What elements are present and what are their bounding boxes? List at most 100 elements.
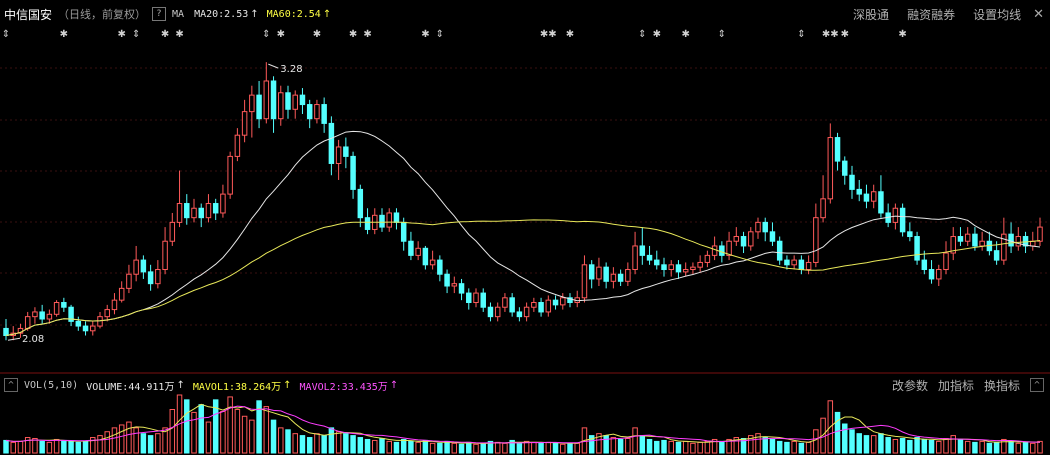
volume-bar xyxy=(928,439,935,454)
candle-body xyxy=(126,273,132,289)
volume-bar xyxy=(249,419,255,454)
candle-body xyxy=(24,316,31,329)
volume-bar xyxy=(682,440,689,454)
volume-bar xyxy=(487,440,494,454)
candle-body xyxy=(118,287,125,301)
candle-body xyxy=(581,264,588,299)
volume-bar xyxy=(32,438,38,454)
volume-bar xyxy=(748,435,754,454)
candle-body xyxy=(270,80,277,120)
candle-body xyxy=(386,212,392,228)
candle-body xyxy=(241,111,248,136)
candle-body xyxy=(531,302,537,308)
help-button[interactable]: ? xyxy=(152,7,167,21)
volume-bar xyxy=(24,437,31,454)
mavol1-line xyxy=(5,403,1041,445)
volume-bar xyxy=(386,440,392,454)
volume-bar xyxy=(205,421,212,454)
volume-bar xyxy=(646,438,653,454)
event-marker-icon: ⇕ xyxy=(718,29,726,40)
candle-body xyxy=(834,137,841,162)
volume-bar xyxy=(53,438,60,454)
volume-bar xyxy=(979,440,985,454)
volume-bar xyxy=(502,442,508,454)
candle-body xyxy=(1022,236,1029,247)
volume-bar xyxy=(364,438,371,454)
candle-body xyxy=(400,221,407,242)
volume-bar xyxy=(834,411,841,454)
candle-body xyxy=(603,266,609,282)
volume-bar xyxy=(892,438,899,454)
candle-body xyxy=(972,233,978,247)
candle-body xyxy=(762,221,768,233)
menu-hk-connect[interactable]: 深股通 xyxy=(853,7,890,22)
volume-bar xyxy=(191,411,197,454)
candle-body xyxy=(545,299,552,313)
candle-body xyxy=(408,240,414,256)
candle-body xyxy=(892,207,899,223)
candle-body xyxy=(704,254,711,263)
candle-body xyxy=(220,193,226,214)
volume-bar xyxy=(776,440,783,454)
volume-bar xyxy=(972,441,978,454)
event-marker-icon: ⇕ xyxy=(638,29,646,40)
switch-indicator-button[interactable]: 换指标 xyxy=(983,378,1020,393)
stock-title[interactable]: 中信国安 xyxy=(4,7,53,22)
volume-bar xyxy=(285,429,291,454)
volume-bar xyxy=(1030,442,1036,454)
event-marker-icon: ✱ xyxy=(566,29,574,40)
volume-bar xyxy=(147,435,154,454)
period-label[interactable]: （日线，前复权） xyxy=(58,8,147,21)
volume-bar xyxy=(1008,440,1014,454)
chart-header: 中信国安 （日线，前复权） ? MA MA20:2.53 ↑ MA60:2.54… xyxy=(0,3,1050,25)
mavol1-arrow-icon: ↑ xyxy=(283,379,292,391)
volume-bar xyxy=(198,404,204,454)
candle-body xyxy=(364,217,371,230)
add-indicator-button[interactable]: 加指标 xyxy=(937,378,974,393)
candle-body xyxy=(523,306,530,318)
candle-body xyxy=(487,306,494,318)
expand-icon[interactable]: ^ xyxy=(1030,378,1044,392)
candle-body xyxy=(899,207,906,233)
candle-body xyxy=(473,292,479,304)
candle-body xyxy=(690,266,696,271)
volume-bar xyxy=(437,442,443,454)
menu-margin-trading[interactable]: 融资融券 xyxy=(907,7,956,22)
candle-body xyxy=(1008,233,1014,247)
volume-bar xyxy=(241,415,248,454)
volume-bar xyxy=(762,437,768,454)
volume-bar xyxy=(256,400,262,454)
menu-ma-settings[interactable]: 设置均线 xyxy=(973,7,1022,22)
candle-body xyxy=(769,231,776,242)
ma20-arrow-icon: ↑ xyxy=(250,8,259,20)
candle-body xyxy=(863,193,870,202)
volume-bar xyxy=(372,439,378,454)
volume-bar xyxy=(126,421,132,454)
volume-bar xyxy=(733,437,740,454)
change-params-button[interactable]: 改参数 xyxy=(891,378,928,393)
volume-bar xyxy=(603,435,609,454)
candle-body xyxy=(842,160,848,176)
candle-body xyxy=(610,273,617,282)
volume-bar xyxy=(697,441,703,454)
event-marker-icon: ✱ xyxy=(117,29,125,40)
close-icon[interactable]: ✕ xyxy=(1033,6,1044,22)
candle-body xyxy=(820,198,826,219)
volume-bar xyxy=(1037,440,1043,454)
volume-bar xyxy=(328,427,335,454)
candle-body xyxy=(335,146,342,164)
volume-bar xyxy=(408,440,414,454)
collapse-icon[interactable]: ^ xyxy=(4,378,18,392)
candle-body xyxy=(422,247,429,266)
candle-body xyxy=(661,264,667,271)
event-marker-icon: ⇕ xyxy=(2,29,10,40)
volume-bar xyxy=(10,441,16,454)
candle-body xyxy=(46,313,53,320)
volume-bar xyxy=(907,439,913,454)
volume-bar xyxy=(523,440,530,454)
volume-bar xyxy=(885,437,891,454)
volume-bar xyxy=(1015,442,1022,454)
volume-bar xyxy=(97,435,103,454)
candle-body xyxy=(740,236,747,247)
volume-bar xyxy=(400,438,407,454)
